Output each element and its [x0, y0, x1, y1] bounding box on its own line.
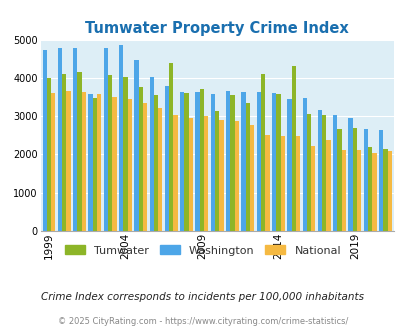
Bar: [382, 149, 387, 231]
Bar: [337, 129, 341, 231]
Bar: [77, 72, 81, 231]
Bar: [66, 91, 70, 231]
Bar: [119, 45, 123, 231]
Bar: [256, 92, 260, 231]
Text: Crime Index corresponds to incidents per 100,000 inhabitants: Crime Index corresponds to incidents per…: [41, 292, 364, 302]
Bar: [341, 150, 345, 231]
Bar: [73, 49, 77, 231]
Bar: [230, 95, 234, 231]
Bar: [387, 150, 391, 231]
Bar: [302, 98, 306, 231]
Bar: [204, 116, 208, 231]
Title: Tumwater Property Crime Index: Tumwater Property Crime Index: [85, 21, 348, 36]
Bar: [149, 77, 153, 231]
Bar: [249, 125, 254, 231]
Bar: [352, 128, 356, 231]
Bar: [123, 77, 127, 231]
Bar: [295, 136, 299, 231]
Bar: [271, 93, 275, 231]
Bar: [326, 140, 330, 231]
Bar: [356, 150, 360, 231]
Bar: [367, 147, 371, 231]
Bar: [108, 75, 112, 231]
Bar: [173, 115, 177, 231]
Bar: [321, 115, 326, 231]
Bar: [153, 95, 158, 231]
Bar: [112, 97, 116, 231]
Bar: [180, 92, 184, 231]
Bar: [184, 93, 188, 231]
Bar: [317, 110, 321, 231]
Bar: [286, 99, 291, 231]
Bar: [215, 111, 219, 231]
Bar: [280, 136, 284, 231]
Bar: [347, 118, 352, 231]
Bar: [226, 91, 230, 231]
Bar: [210, 94, 215, 231]
Bar: [275, 94, 280, 231]
Bar: [88, 94, 92, 231]
Bar: [188, 118, 192, 231]
Bar: [245, 103, 249, 231]
Bar: [158, 108, 162, 231]
Bar: [241, 92, 245, 231]
Bar: [310, 146, 315, 231]
Bar: [134, 60, 138, 231]
Bar: [51, 93, 55, 231]
Bar: [332, 115, 337, 231]
Bar: [127, 99, 132, 231]
Bar: [264, 135, 269, 231]
Bar: [363, 129, 367, 231]
Bar: [371, 152, 375, 231]
Bar: [234, 121, 238, 231]
Bar: [378, 130, 382, 231]
Bar: [169, 63, 173, 231]
Bar: [58, 48, 62, 231]
Bar: [92, 98, 97, 231]
Bar: [104, 48, 108, 231]
Text: © 2025 CityRating.com - https://www.cityrating.com/crime-statistics/: © 2025 CityRating.com - https://www.city…: [58, 317, 347, 326]
Legend: Tumwater, Washington, National: Tumwater, Washington, National: [60, 241, 345, 260]
Bar: [306, 114, 310, 231]
Bar: [143, 103, 147, 231]
Bar: [138, 87, 143, 231]
Bar: [97, 94, 101, 231]
Bar: [260, 74, 264, 231]
Bar: [62, 74, 66, 231]
Bar: [195, 92, 199, 231]
Bar: [47, 78, 51, 231]
Bar: [219, 120, 223, 231]
Bar: [164, 86, 169, 231]
Bar: [199, 89, 204, 231]
Bar: [43, 50, 47, 231]
Bar: [81, 92, 86, 231]
Bar: [291, 66, 295, 231]
